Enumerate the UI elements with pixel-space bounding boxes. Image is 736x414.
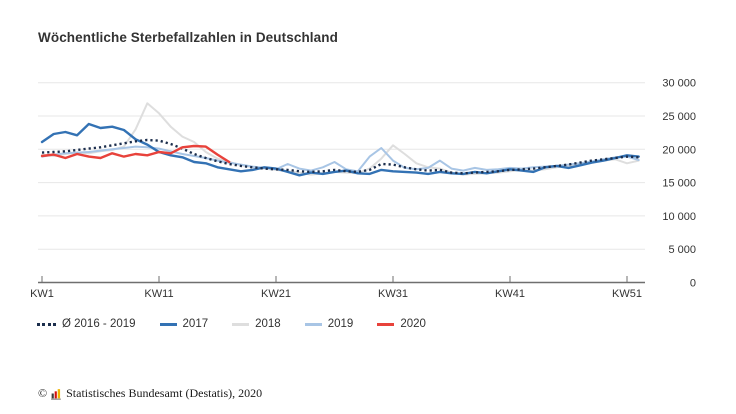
- legend-swatch-2019-icon: [304, 322, 322, 326]
- legend-item-avg-2016-2019[interactable]: Ø 2016 - 2019: [37, 318, 136, 330]
- series-line-Ø2016-2019: [41, 138, 639, 175]
- legend-item-2018[interactable]: 2018: [232, 318, 281, 330]
- destatis-logo-icon: [51, 389, 61, 400]
- legend-label-avg: Ø 2016 - 2019: [62, 318, 136, 330]
- y-tick-label-5000: 5 000: [668, 244, 696, 256]
- chart-legend: Ø 2016 - 2019 2017 2018 2019 2020: [37, 318, 426, 330]
- y-tick-label-30000: 30 000: [662, 78, 696, 90]
- x-tick-label-KW1: KW1: [30, 288, 54, 300]
- y-tick-label-20000: 20 000: [662, 144, 696, 156]
- y-tick-label-25000: 25 000: [662, 111, 696, 123]
- legend-swatch-avg-icon: [37, 322, 56, 326]
- legend-label-2018: 2018: [255, 318, 281, 330]
- legend-swatch-2017-icon: [159, 322, 177, 326]
- x-tick-label-KW21: KW21: [261, 288, 291, 300]
- series-line-2020: [40, 144, 231, 164]
- series-line-2018: [41, 102, 640, 176]
- legend-swatch-2020-icon: [377, 322, 395, 326]
- source-text: Statistisches Bundesamt (Destatis), 2020: [66, 386, 263, 400]
- y-tick-label-10000: 10 000: [662, 211, 696, 223]
- x-tick-label-KW41: KW41: [495, 288, 525, 300]
- legend-swatch-2018-icon: [232, 322, 250, 326]
- y-tick-label-15000: 15 000: [662, 178, 696, 190]
- x-tick-label-KW51: KW51: [612, 288, 642, 300]
- y-tick-label-0: 0: [690, 278, 696, 290]
- x-tick-label-KW11: KW11: [144, 288, 173, 300]
- x-tick-label-KW31: KW31: [378, 288, 408, 300]
- series-line-2017: [40, 122, 640, 177]
- legend-item-2019[interactable]: 2019: [304, 318, 354, 330]
- legend-item-2017[interactable]: 2017: [159, 318, 209, 330]
- legend-item-2020[interactable]: 2020: [377, 318, 426, 330]
- source-note: © Statistisches Bundesamt (Destatis), 20…: [38, 386, 262, 401]
- line-chart-plot: 0 5 000 10 000 15 000 20 000 25 000 30 000 KW1 K…: [30, 78, 696, 300]
- legend-label-2020: 2020: [400, 318, 426, 330]
- chart-title: Wöchentliche Sterbefallzahlen in Deutsch…: [38, 30, 338, 45]
- legend-label-2017: 2017: [182, 318, 209, 330]
- legend-label-2019: 2019: [327, 318, 354, 330]
- copyright-symbol: ©: [38, 386, 48, 400]
